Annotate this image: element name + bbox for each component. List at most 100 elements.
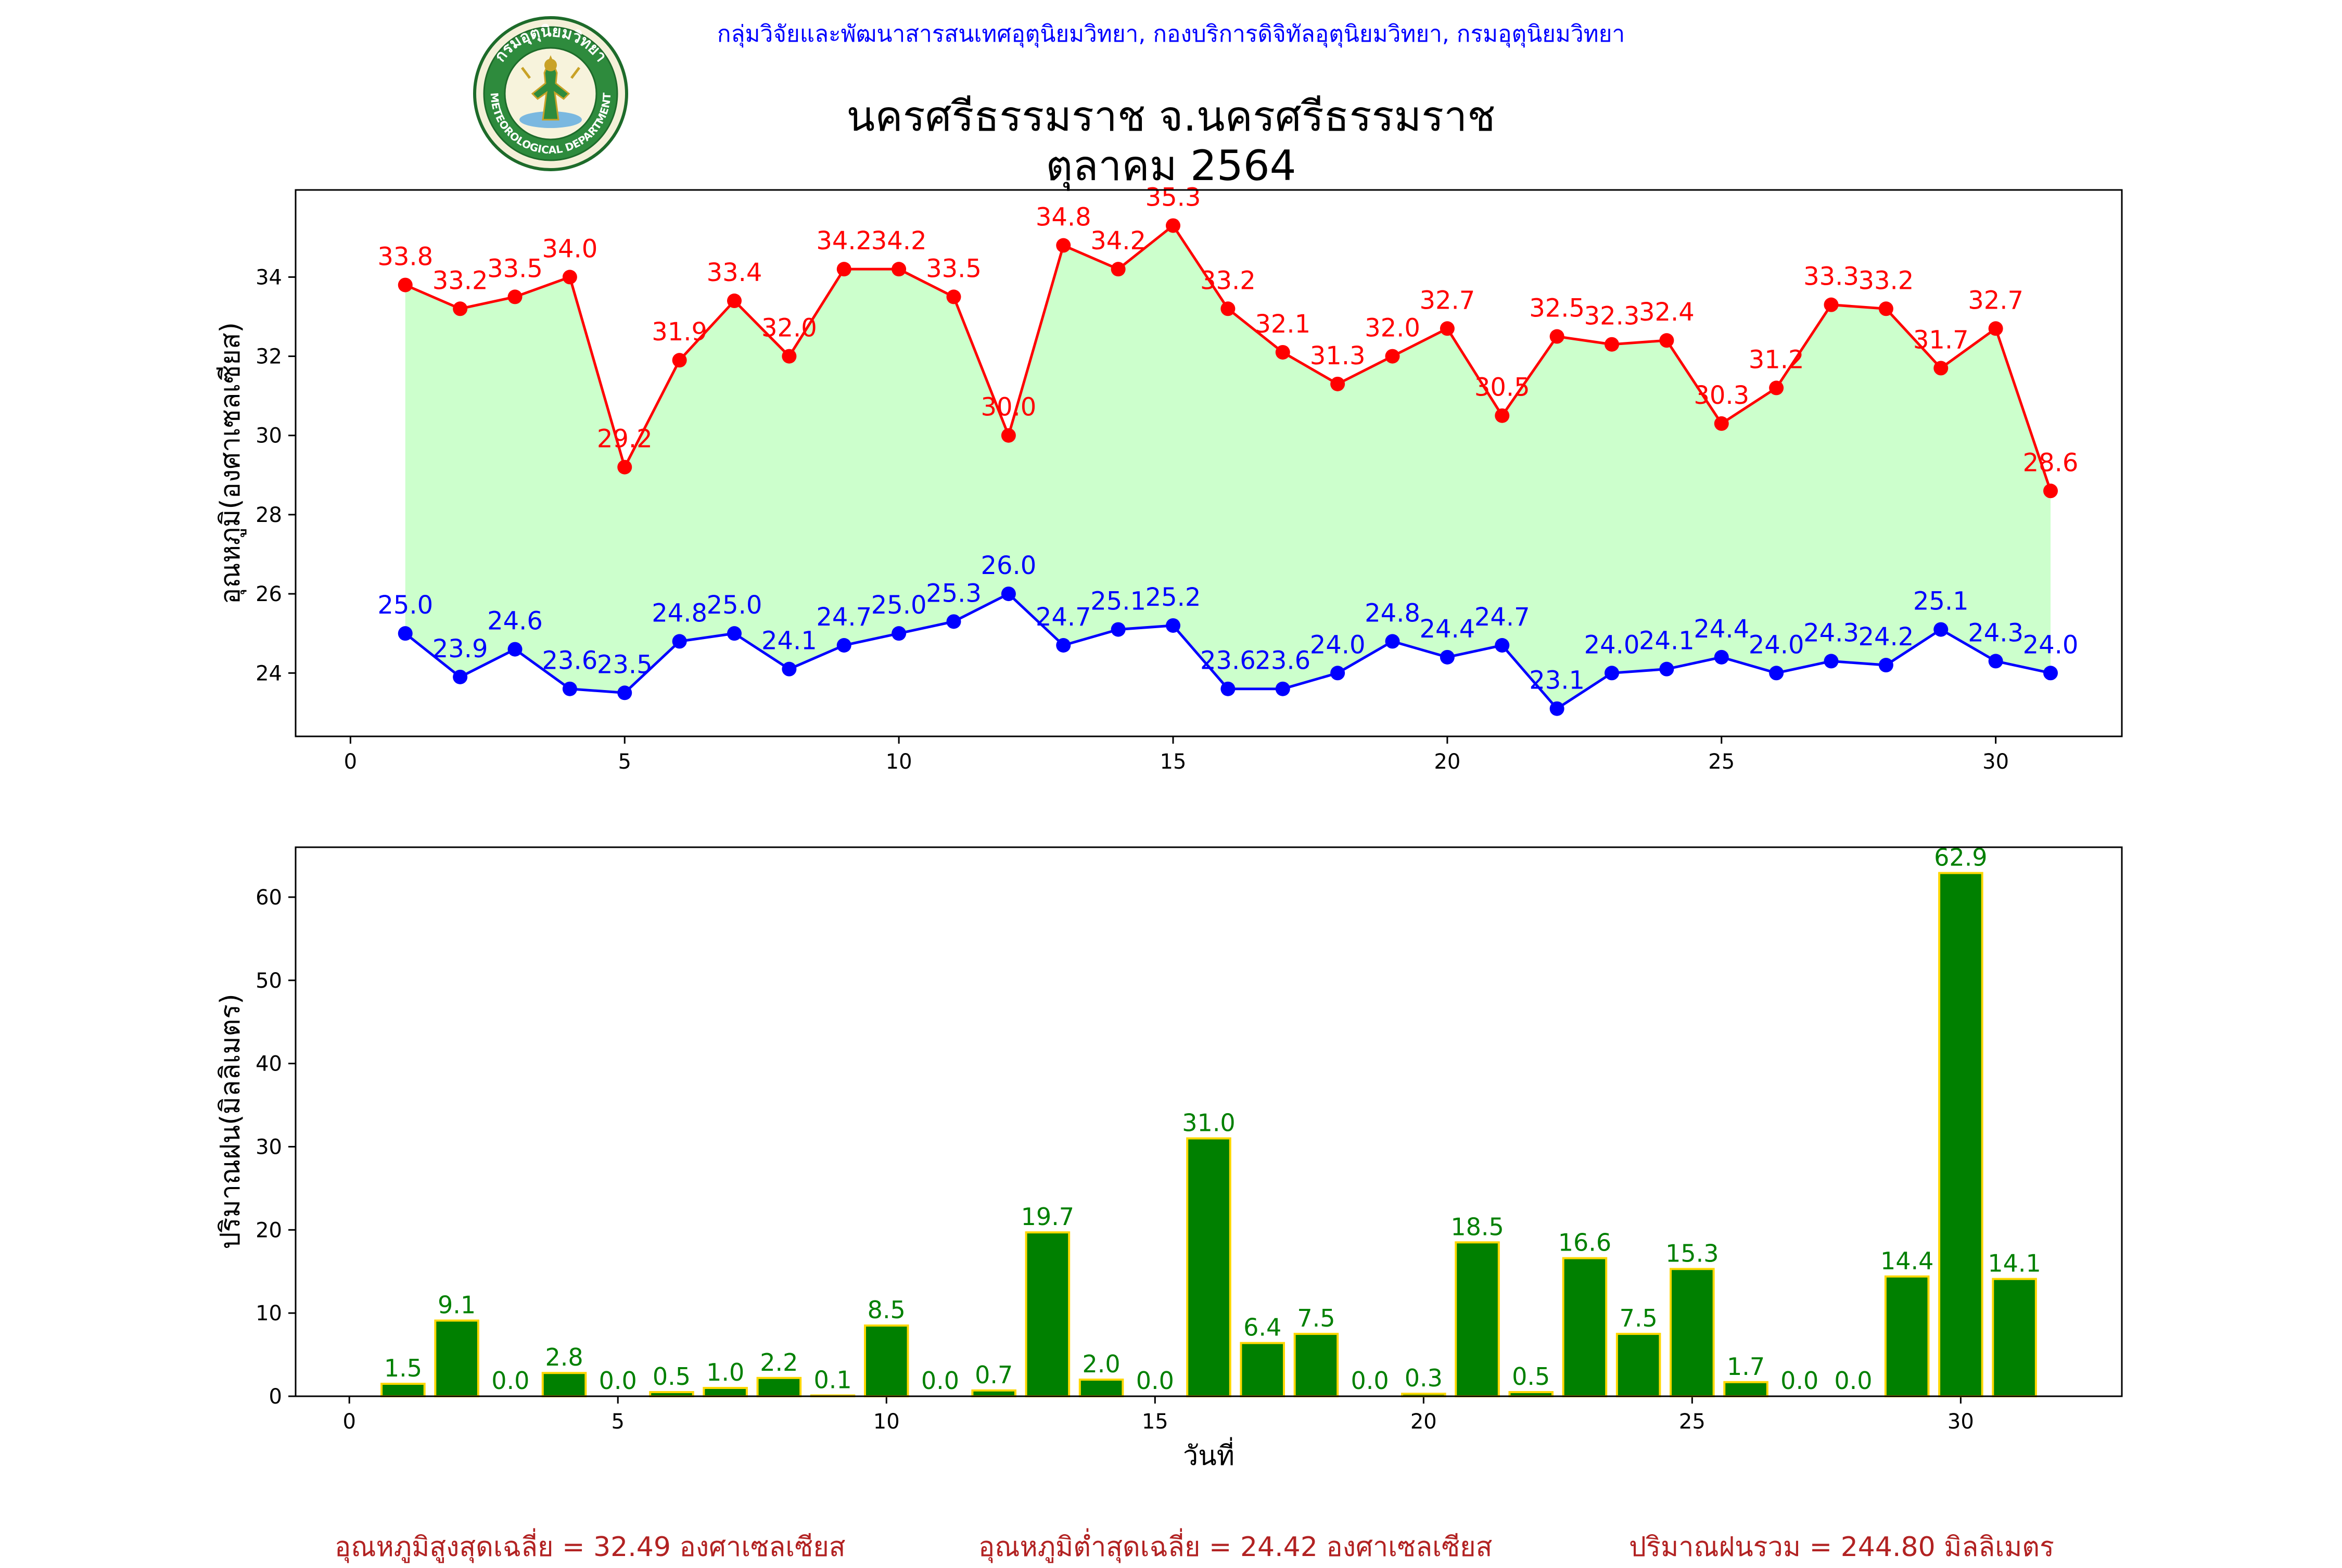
y-axis-label: ปริมาณฝน(มิลลิเมตร) bbox=[215, 993, 246, 1249]
min-temp-point bbox=[1769, 666, 1784, 681]
rain-bar bbox=[1615, 1333, 1661, 1397]
rain-data-label: 1.5 bbox=[384, 1354, 422, 1382]
rain-bar bbox=[1562, 1257, 1608, 1398]
min-temp-point bbox=[453, 669, 468, 684]
rain-data-label: 0.0 bbox=[1351, 1367, 1389, 1395]
min-temp-point bbox=[1385, 634, 1400, 649]
rain-bar bbox=[1025, 1231, 1071, 1397]
min-temp-point bbox=[1824, 654, 1839, 669]
chart-title: นครศรีธรรมราช จ.นครศรีธรรมราช bbox=[846, 92, 1496, 141]
min-temp-data-label: 25.0 bbox=[377, 591, 433, 620]
rainfall-plot-frame bbox=[295, 846, 2123, 1397]
min-temp-data-label: 24.1 bbox=[1639, 627, 1695, 656]
max-temp-data-label: 34.8 bbox=[1036, 203, 1091, 232]
rain-bar bbox=[1078, 1379, 1124, 1397]
max-temp-point bbox=[1166, 218, 1181, 233]
min-temp-point bbox=[507, 642, 523, 657]
max-temp-data-label: 33.2 bbox=[1200, 266, 1256, 295]
summary-footer: อุณหภูมิสูงสุดเฉลี่ย = 32.49 องศาเซลเซีย… bbox=[0, 1525, 2342, 1563]
min-temp-point bbox=[1714, 649, 1729, 665]
min-temp-point bbox=[1988, 654, 2003, 669]
rain-data-label: 2.8 bbox=[545, 1343, 583, 1371]
max-temp-point bbox=[1056, 238, 1071, 253]
max-temp-data-label: 32.7 bbox=[1419, 286, 1475, 315]
min-temp-data-label: 24.4 bbox=[1419, 615, 1475, 644]
y-tick-label: 28 bbox=[256, 503, 282, 527]
min-temp-data-label: 25.1 bbox=[1913, 587, 1969, 616]
rain-data-label: 0.1 bbox=[813, 1366, 851, 1394]
rainfall-chart: 0 5 10 15 20 25 30 0 10 20 30 40 50 60 ปริมาณฝน(มิลลิเ… bbox=[215, 844, 2123, 1472]
min-temp-point bbox=[1001, 587, 1016, 602]
min-temp-data-label: 23.6 bbox=[1200, 646, 1256, 675]
max-temp-data-label: 31.3 bbox=[1310, 341, 1366, 371]
temperature-chart: 0 5 10 15 20 25 30 24 26 28 30 32 34 อุณหภูมิ(องศาเซล… bbox=[215, 183, 2123, 774]
rain-data-label: 7.5 bbox=[1620, 1304, 1658, 1332]
rain-data-label: 2.0 bbox=[1083, 1350, 1121, 1378]
max-temp-point bbox=[507, 289, 523, 304]
max-temp-point bbox=[562, 270, 577, 285]
x-tick-label: 30 bbox=[1982, 750, 2009, 774]
rain-bar bbox=[1293, 1333, 1339, 1397]
min-temp-data-label: 23.9 bbox=[432, 634, 488, 664]
x-tick-label: 5 bbox=[618, 750, 631, 774]
max-temp-data-label: 31.2 bbox=[1749, 345, 1804, 374]
min-temp-point bbox=[1330, 666, 1345, 681]
rain-data-label: 0.0 bbox=[1136, 1367, 1174, 1395]
max-temp-point bbox=[1001, 428, 1016, 443]
min-temp-point bbox=[1933, 622, 1949, 637]
rain-data-label: 14.1 bbox=[1988, 1250, 2041, 1278]
min-temp-point bbox=[727, 626, 742, 641]
min-temp-point bbox=[1166, 618, 1181, 633]
max-temp-data-label: 33.2 bbox=[1858, 266, 1914, 295]
max-temp-point bbox=[1275, 345, 1290, 360]
x-tick-label: 30 bbox=[1948, 1410, 1974, 1434]
max-temp-point bbox=[672, 353, 687, 368]
rain-data-label: 62.9 bbox=[1934, 844, 1987, 872]
min-temp-point bbox=[836, 638, 851, 653]
min-temp-data-label: 25.3 bbox=[926, 579, 982, 608]
min-temp-data-label: 23.6 bbox=[1255, 646, 1310, 675]
min-temp-data-label: 24.0 bbox=[1310, 630, 1366, 659]
y-tick-label: 34 bbox=[256, 265, 282, 289]
max-temp-point bbox=[1440, 321, 1455, 336]
max-temp-data-label: 32.3 bbox=[1584, 302, 1640, 331]
min-temp-point bbox=[946, 614, 961, 629]
rain-bar bbox=[1186, 1137, 1231, 1398]
x-axis-label: วันที่ bbox=[1183, 1437, 1234, 1472]
min-temp-data-label: 24.7 bbox=[816, 603, 872, 632]
x-tick-label: 20 bbox=[1434, 750, 1460, 774]
max-temp-point bbox=[1605, 337, 1620, 352]
max-temp-data-label: 29.2 bbox=[597, 425, 653, 454]
min-temp-data-label: 26.0 bbox=[981, 551, 1036, 580]
rain-bar bbox=[971, 1389, 1016, 1397]
rain-data-label: 6.4 bbox=[1243, 1314, 1281, 1342]
min-temp-data-label: 24.1 bbox=[761, 627, 817, 656]
min-temp-data-label: 24.8 bbox=[1365, 598, 1420, 628]
y-tick-label: 0 bbox=[269, 1385, 282, 1409]
min-temp-data-label: 25.0 bbox=[707, 591, 762, 620]
max-temp-data-label: 31.9 bbox=[652, 317, 707, 347]
max-temp-data-label: 32.5 bbox=[1529, 294, 1585, 323]
rain-data-label: 2.2 bbox=[760, 1348, 798, 1376]
max-temp-point bbox=[1659, 333, 1674, 348]
max-temp-point bbox=[1385, 349, 1400, 364]
min-temp-point bbox=[562, 681, 577, 696]
rain-data-label: 0.0 bbox=[599, 1367, 637, 1395]
x-tick-label: 15 bbox=[1160, 750, 1187, 774]
min-temp-data-label: 24.7 bbox=[1036, 603, 1091, 632]
min-temp-data-label: 24.0 bbox=[2023, 630, 2079, 659]
rain-data-label: 15.3 bbox=[1665, 1239, 1719, 1267]
min-temp-point bbox=[672, 634, 687, 649]
y-tick-label: 30 bbox=[256, 424, 282, 448]
y-tick-label: 30 bbox=[256, 1135, 282, 1159]
max-temp-point bbox=[1330, 376, 1345, 391]
meteorological-department-logo: กรมอุตุนิยมวิทยา METEOROLOGICAL DEPARTME… bbox=[473, 16, 628, 171]
max-temp-point bbox=[727, 294, 742, 309]
y-tick-label: 32 bbox=[256, 345, 282, 369]
min-temp-point bbox=[1440, 649, 1455, 665]
rain-data-label: 18.5 bbox=[1450, 1213, 1504, 1241]
max-temp-data-label: 33.5 bbox=[487, 254, 543, 283]
rain-bar bbox=[756, 1376, 802, 1397]
rain-data-label: 0.7 bbox=[975, 1361, 1013, 1389]
